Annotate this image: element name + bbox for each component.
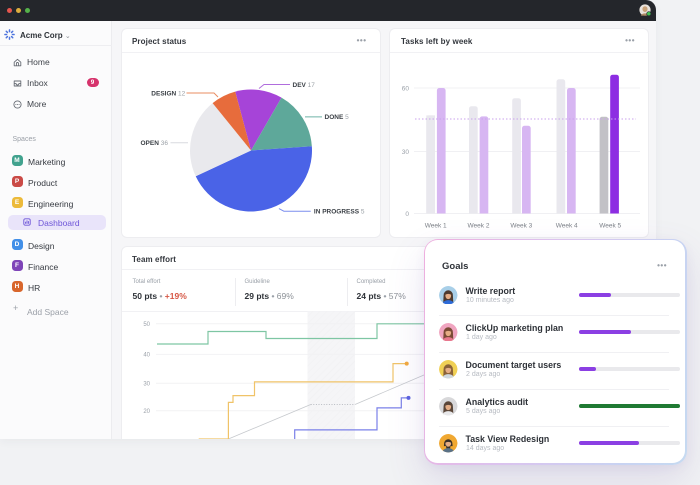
svg-text:OPEN 36: OPEN 36 xyxy=(141,140,169,147)
svg-text:DEV 17: DEV 17 xyxy=(293,81,316,88)
svg-text:Week 2: Week 2 xyxy=(468,222,490,229)
svg-text:DESIGN 12: DESIGN 12 xyxy=(151,90,185,97)
svg-text:Week 1: Week 1 xyxy=(425,222,447,229)
svg-text:Week 5: Week 5 xyxy=(599,222,621,229)
svg-text:30: 30 xyxy=(143,381,150,387)
svg-text:60: 60 xyxy=(402,85,410,92)
svg-text:Week 3: Week 3 xyxy=(510,222,532,229)
svg-text:Week 4: Week 4 xyxy=(556,222,578,229)
svg-text:IN PROGRESS 5: IN PROGRESS 5 xyxy=(314,208,365,215)
svg-text:40: 40 xyxy=(143,353,150,359)
svg-text:30: 30 xyxy=(402,149,410,156)
svg-text:20: 20 xyxy=(143,409,150,415)
svg-text:0: 0 xyxy=(405,211,409,218)
svg-text:50: 50 xyxy=(143,322,150,328)
svg-text:DONE 5: DONE 5 xyxy=(325,114,350,121)
